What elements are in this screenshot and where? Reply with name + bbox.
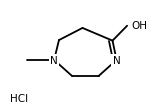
Text: N: N bbox=[113, 55, 120, 65]
Text: OH: OH bbox=[131, 21, 147, 31]
Text: HCl: HCl bbox=[10, 93, 28, 103]
Text: N: N bbox=[50, 55, 58, 65]
